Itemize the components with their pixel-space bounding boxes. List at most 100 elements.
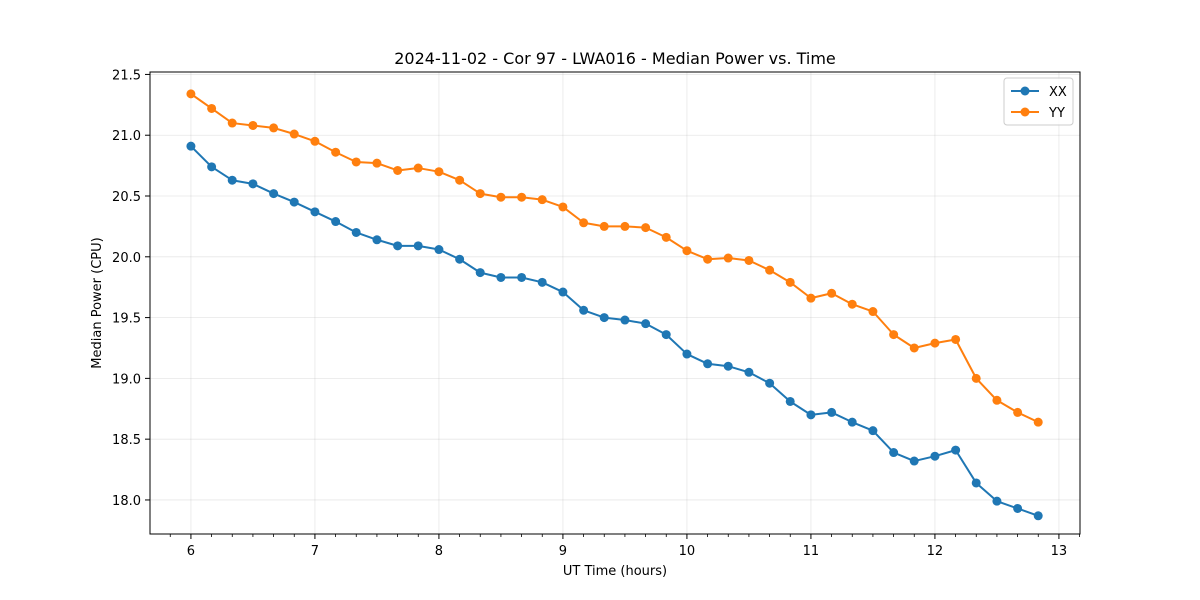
data-point-xx <box>909 456 919 466</box>
data-point-xx <box>372 235 382 245</box>
data-point-yy <box>868 307 878 317</box>
data-point-xx <box>1013 503 1023 513</box>
data-point-yy <box>641 223 651 233</box>
data-point-xx <box>661 330 671 340</box>
data-point-yy <box>620 221 630 231</box>
data-point-xx <box>641 319 651 329</box>
data-point-yy <box>207 103 217 113</box>
data-point-yy <box>289 129 299 139</box>
data-point-yy <box>785 277 795 287</box>
data-point-xx <box>393 241 403 251</box>
data-point-xx <box>269 189 279 199</box>
data-point-yy <box>351 157 361 167</box>
data-point-yy <box>847 299 857 309</box>
data-point-yy <box>413 163 423 173</box>
axis-ticks: 6 7 8 9 10 11 12 13 18.0 18.5 19.0 19.5 20.0 20.5 21.0… <box>112 68 1080 559</box>
data-point-yy <box>455 175 465 185</box>
data-point-xx <box>703 359 713 369</box>
data-point-yy <box>227 118 237 128</box>
data-point-xx <box>475 268 485 278</box>
y-tick-label: 20.5 <box>112 190 141 205</box>
x-axis-label: UT Time (hours) <box>563 564 667 579</box>
data-point-yy <box>269 123 279 133</box>
legend-marker-xx <box>1020 86 1030 96</box>
data-point-yy <box>537 195 547 205</box>
data-point-yy <box>971 373 981 383</box>
legend: XX YY <box>1003 77 1074 126</box>
y-tick-label: 18.5 <box>112 433 141 448</box>
legend-marker-yy <box>1020 107 1030 117</box>
legend-label-yy: YY <box>1048 106 1065 121</box>
data-point-yy <box>1033 417 1043 427</box>
y-tick-label: 18.0 <box>112 494 141 509</box>
data-point-xx <box>971 478 981 488</box>
data-point-yy <box>558 202 568 212</box>
series-xx <box>186 141 1043 521</box>
y-tick-label: 21.5 <box>112 68 141 83</box>
x-tick-label: 6 <box>187 544 195 559</box>
data-point-xx <box>558 287 568 297</box>
data-point-yy <box>723 253 733 263</box>
data-point-yy <box>827 288 837 298</box>
data-point-xx <box>248 179 258 189</box>
data-point-yy <box>765 265 775 275</box>
data-point-yy <box>951 334 961 344</box>
data-point-yy <box>930 338 940 348</box>
x-tick-label: 7 <box>311 544 319 559</box>
grid-lines <box>150 72 1080 534</box>
data-point-xx <box>930 451 940 461</box>
data-point-xx <box>579 305 589 315</box>
data-point-xx <box>889 448 899 458</box>
data-point-yy <box>703 254 713 264</box>
data-point-xx <box>496 272 506 282</box>
data-point-xx <box>455 254 465 264</box>
data-point-xx <box>868 426 878 436</box>
data-point-yy <box>661 232 671 242</box>
data-point-xx <box>1033 511 1043 521</box>
data-point-xx <box>806 410 816 420</box>
data-point-xx <box>723 361 733 371</box>
x-tick-label: 11 <box>803 544 820 559</box>
data-point-xx <box>537 277 547 287</box>
y-tick-label: 21.0 <box>112 129 141 144</box>
data-point-xx <box>289 197 299 207</box>
plot-area-frame <box>149 71 1081 535</box>
data-point-xx <box>331 217 341 227</box>
y-axis-label: Median Power (CPU) <box>90 237 105 368</box>
x-tick-label: 8 <box>435 544 443 559</box>
data-point-xx <box>620 315 630 325</box>
x-tick-label: 12 <box>927 544 944 559</box>
data-point-xx <box>413 241 423 251</box>
data-point-xx <box>847 417 857 427</box>
data-point-xx <box>682 349 692 359</box>
data-point-xx <box>434 245 444 255</box>
data-point-yy <box>517 192 527 202</box>
data-point-yy <box>248 120 258 130</box>
data-point-xx <box>517 272 527 282</box>
data-point-xx <box>951 445 961 455</box>
data-point-yy <box>1013 407 1023 417</box>
data-point-yy <box>992 395 1002 405</box>
data-point-xx <box>744 367 754 377</box>
data-point-yy <box>393 165 403 175</box>
data-point-xx <box>310 207 320 217</box>
data-point-xx <box>599 313 609 323</box>
data-point-yy <box>372 158 382 168</box>
data-point-yy <box>331 147 341 157</box>
data-point-yy <box>186 89 196 99</box>
chart-title: 2024-11-02 - Cor 97 - LWA016 - Median Po… <box>394 49 836 68</box>
data-point-xx <box>227 175 237 185</box>
data-point-yy <box>599 221 609 231</box>
y-tick-label: 19.0 <box>112 372 141 387</box>
data-point-xx <box>827 407 837 417</box>
data-point-xx <box>765 378 775 388</box>
data-point-yy <box>889 330 899 340</box>
data-point-yy <box>475 189 485 199</box>
data-point-yy <box>909 343 919 353</box>
data-point-xx <box>992 496 1002 506</box>
y-tick-label: 20.0 <box>112 251 141 266</box>
x-tick-label: 13 <box>1051 544 1068 559</box>
data-point-xx <box>186 141 196 151</box>
data-point-yy <box>434 167 444 177</box>
